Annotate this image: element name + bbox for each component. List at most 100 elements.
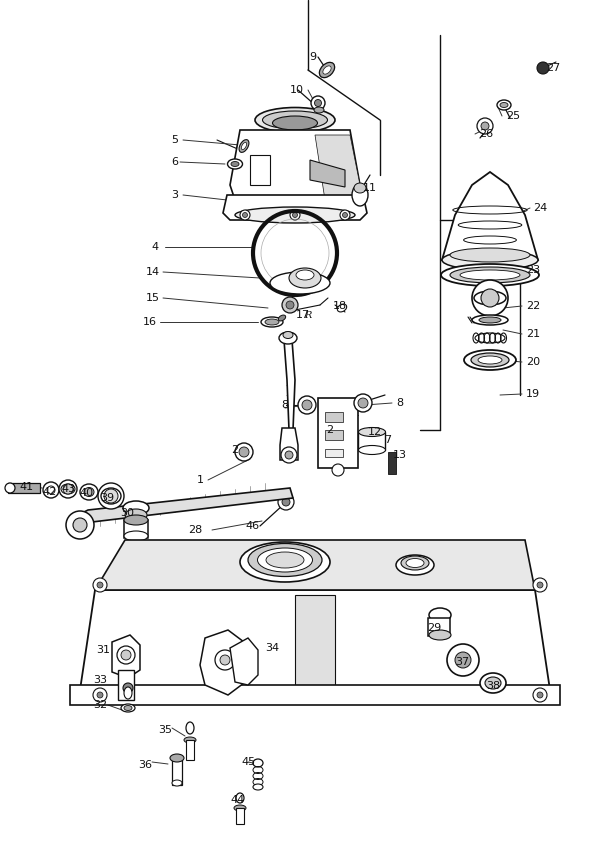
Ellipse shape — [314, 107, 324, 113]
Ellipse shape — [235, 207, 355, 223]
Bar — [325, 430, 343, 440]
Circle shape — [298, 396, 316, 414]
Ellipse shape — [289, 268, 321, 288]
Circle shape — [220, 655, 230, 665]
Text: 31: 31 — [96, 645, 110, 655]
Circle shape — [533, 578, 547, 592]
Ellipse shape — [5, 483, 15, 493]
Polygon shape — [442, 172, 538, 260]
Ellipse shape — [471, 353, 509, 367]
Circle shape — [282, 498, 290, 506]
Polygon shape — [280, 428, 298, 460]
Ellipse shape — [472, 315, 508, 325]
Text: 1: 1 — [196, 475, 204, 485]
Text: 23: 23 — [526, 265, 540, 275]
Ellipse shape — [450, 267, 530, 283]
Ellipse shape — [121, 704, 135, 712]
Ellipse shape — [80, 484, 98, 500]
Text: 14: 14 — [146, 267, 160, 277]
Bar — [124, 520, 148, 538]
Polygon shape — [230, 638, 258, 685]
Ellipse shape — [61, 484, 75, 494]
Ellipse shape — [352, 184, 368, 206]
Ellipse shape — [265, 319, 279, 325]
Ellipse shape — [248, 544, 322, 577]
Ellipse shape — [170, 754, 184, 762]
Text: 37: 37 — [455, 657, 469, 667]
Bar — [186, 740, 194, 760]
Text: 2: 2 — [231, 445, 239, 455]
Text: 5: 5 — [171, 135, 179, 145]
Text: 25: 25 — [506, 111, 520, 121]
Text: 6: 6 — [171, 157, 179, 167]
Text: 3: 3 — [171, 190, 179, 200]
Text: 20: 20 — [526, 357, 540, 367]
Text: 44: 44 — [231, 795, 245, 805]
Circle shape — [447, 644, 479, 676]
Circle shape — [121, 650, 131, 660]
Circle shape — [481, 122, 489, 130]
Text: 45: 45 — [241, 757, 255, 767]
Ellipse shape — [253, 759, 263, 767]
Text: 17: 17 — [296, 310, 310, 320]
Ellipse shape — [359, 445, 386, 455]
Circle shape — [59, 480, 77, 498]
Ellipse shape — [236, 793, 244, 803]
Polygon shape — [310, 160, 345, 187]
Ellipse shape — [266, 552, 304, 568]
Text: 18: 18 — [333, 301, 347, 311]
Ellipse shape — [460, 270, 520, 280]
Polygon shape — [68, 488, 293, 532]
Polygon shape — [223, 195, 367, 220]
Text: 22: 22 — [526, 301, 540, 311]
Text: 8: 8 — [397, 398, 403, 408]
Ellipse shape — [497, 100, 511, 110]
Circle shape — [278, 494, 294, 510]
Text: 16: 16 — [143, 317, 157, 327]
Text: 36: 36 — [138, 760, 152, 770]
Ellipse shape — [401, 556, 429, 570]
Ellipse shape — [240, 542, 330, 582]
Ellipse shape — [123, 501, 149, 515]
Circle shape — [285, 451, 293, 459]
Polygon shape — [70, 685, 560, 705]
Polygon shape — [250, 155, 270, 185]
Ellipse shape — [296, 270, 314, 280]
Polygon shape — [230, 130, 360, 200]
Bar — [172, 760, 182, 785]
Text: 24: 24 — [533, 203, 547, 213]
Text: 40: 40 — [80, 488, 94, 498]
Circle shape — [93, 578, 107, 592]
Ellipse shape — [261, 317, 283, 327]
Ellipse shape — [354, 183, 366, 193]
Circle shape — [242, 213, 247, 217]
Ellipse shape — [450, 248, 530, 262]
Text: 32: 32 — [93, 700, 107, 710]
Ellipse shape — [319, 63, 335, 78]
Text: 29: 29 — [427, 623, 441, 633]
Text: 11: 11 — [363, 183, 377, 193]
Circle shape — [537, 62, 549, 74]
Ellipse shape — [337, 304, 346, 312]
Text: 26: 26 — [479, 129, 493, 139]
Text: 33: 33 — [93, 675, 107, 685]
Ellipse shape — [184, 737, 196, 743]
Ellipse shape — [279, 332, 297, 344]
Ellipse shape — [234, 805, 246, 811]
Circle shape — [472, 280, 508, 316]
Circle shape — [354, 394, 372, 412]
Text: 19: 19 — [526, 389, 540, 399]
Text: 34: 34 — [265, 643, 279, 653]
Ellipse shape — [478, 356, 502, 364]
Circle shape — [533, 688, 547, 702]
Text: R: R — [304, 310, 312, 320]
Ellipse shape — [359, 427, 386, 437]
Polygon shape — [112, 635, 140, 678]
Circle shape — [477, 118, 493, 134]
Ellipse shape — [278, 315, 286, 321]
Ellipse shape — [464, 350, 516, 370]
Text: 42: 42 — [43, 487, 57, 497]
Ellipse shape — [124, 687, 132, 699]
Ellipse shape — [396, 555, 434, 575]
Polygon shape — [318, 398, 358, 468]
